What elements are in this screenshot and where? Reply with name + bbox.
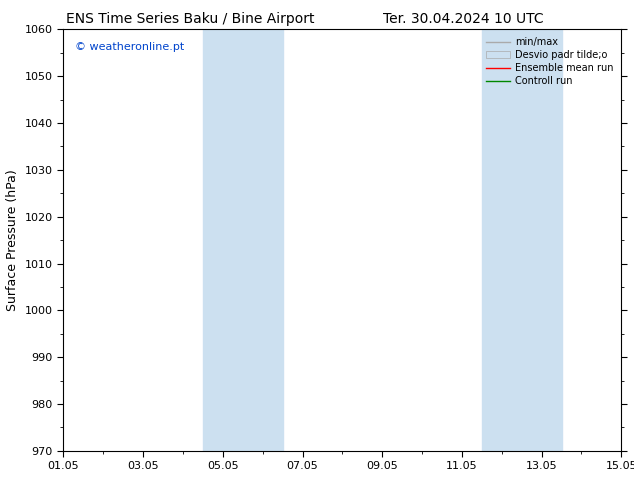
- Legend: min/max, Desvio padr tilde;o, Ensemble mean run, Controll run: min/max, Desvio padr tilde;o, Ensemble m…: [483, 34, 616, 89]
- Y-axis label: Surface Pressure (hPa): Surface Pressure (hPa): [6, 169, 19, 311]
- Bar: [482, 29, 562, 451]
- Bar: [203, 29, 283, 451]
- Text: © weatheronline.pt: © weatheronline.pt: [75, 42, 184, 52]
- Text: Ter. 30.04.2024 10 UTC: Ter. 30.04.2024 10 UTC: [382, 12, 543, 26]
- Text: ENS Time Series Baku / Bine Airport: ENS Time Series Baku / Bine Airport: [66, 12, 314, 26]
